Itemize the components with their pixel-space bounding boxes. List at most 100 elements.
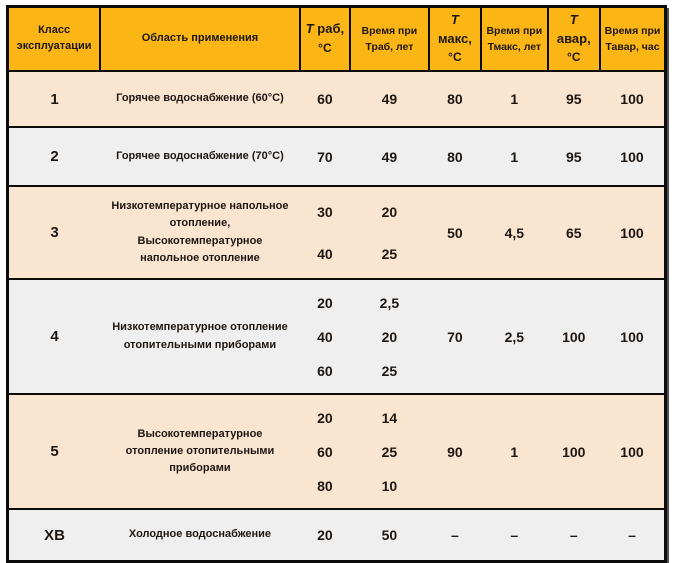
header-application: Область применения: [99, 6, 300, 71]
cell-t-avar: 95: [547, 70, 600, 127]
table-row-class-2: 2 Горячее водоснабжение (70°C) 70 49 80 …: [7, 126, 666, 186]
value: 10: [381, 477, 398, 494]
time-max-line2: Тмакс, лет: [487, 41, 542, 53]
value: 20: [317, 294, 333, 311]
table-row-class-3: 3 Низкотемпературное напольное отопление…: [7, 185, 666, 279]
value: 30: [317, 203, 333, 220]
header-t-rab: T раб, °C: [298, 6, 351, 71]
cell-t-rab: 20 60 80: [299, 393, 351, 509]
value: 60: [317, 362, 333, 379]
cell-time-avar: 100: [599, 126, 666, 186]
cell-time-max: 2,5: [481, 278, 548, 394]
cell-t-max: 50: [428, 185, 482, 279]
table-row-class-xb: ХВ Холодное водоснабжение 20 50 – – – –: [7, 508, 666, 562]
value: 25: [381, 362, 398, 379]
t-max-symbol: T: [450, 11, 459, 27]
time-rab-line2: Траб, лет: [365, 41, 414, 53]
cell-t-max: –: [428, 508, 482, 562]
value: 40: [317, 245, 333, 262]
table-header: Класс эксплуатации Область применения T …: [7, 6, 666, 71]
stacked-values: 30 40: [300, 198, 350, 268]
cell-time-rab: 50: [350, 508, 429, 562]
pipe-operation-class-table: Класс эксплуатации Область применения T …: [6, 5, 667, 563]
cell-application: Холодное водоснабжение: [100, 508, 300, 562]
cell-class: 2: [7, 126, 101, 186]
cell-t-rab: 20 40 60: [299, 278, 351, 394]
cell-time-rab: 2,5 20 25: [350, 278, 429, 394]
cell-t-avar: –: [547, 508, 600, 562]
cell-class: ХВ: [7, 508, 101, 562]
table-body: 1 Горячее водоснабжение (60°C) 60 49 80 …: [7, 70, 666, 562]
cell-time-max: 1: [481, 393, 548, 509]
cell-time-avar: 100: [599, 278, 666, 394]
cell-application: Низкотемпературное напольное отопление, …: [100, 185, 300, 279]
stacked-values: 2,5 20 25: [350, 291, 429, 383]
cell-time-avar: 100: [599, 393, 666, 509]
t-rab-symbol: T: [305, 21, 314, 37]
header-time-max: Время при Тмакс, лет: [480, 6, 548, 71]
cell-time-max: 1: [481, 70, 548, 127]
value: 25: [381, 443, 398, 460]
header-row: Класс эксплуатации Область применения T …: [7, 6, 666, 71]
cell-time-avar: 100: [599, 70, 666, 127]
cell-application: Низкотемпературное отопление отопительны…: [100, 278, 300, 394]
cell-time-rab: 49: [350, 126, 429, 186]
stacked-values: 20 40 60: [300, 291, 350, 383]
cell-t-rab: 60: [299, 70, 351, 127]
cell-time-max: 1: [481, 126, 548, 186]
cell-time-max: 4,5: [481, 185, 548, 279]
cell-time-rab: 49: [350, 70, 429, 127]
value: 14: [381, 409, 398, 426]
t-avar-unit: °C: [567, 50, 581, 65]
cell-t-rab: 20: [299, 508, 351, 562]
stacked-values: 20 60 80: [300, 406, 350, 498]
cell-time-max: –: [481, 508, 548, 562]
t-max-unit: °C: [448, 50, 462, 65]
value: 40: [317, 328, 333, 345]
cell-t-max: 90: [428, 393, 482, 509]
time-avar-line2: Тавар, час: [605, 41, 660, 53]
stacked-values: 20 25: [350, 198, 429, 268]
value: 60: [317, 443, 333, 460]
cell-t-avar: 100: [547, 393, 600, 509]
value: 20: [381, 203, 398, 220]
cell-time-rab: 14 25 10: [350, 393, 429, 509]
header-time-rab: Время при Траб, лет: [349, 6, 429, 71]
cell-class: 3: [7, 185, 101, 279]
cell-application: Горячее водоснабжение (60°C): [100, 70, 300, 127]
t-avar-symbol: T: [569, 11, 578, 27]
time-rab-line1: Время при: [361, 24, 418, 37]
cell-class: 1: [7, 70, 101, 127]
t-rab-rest: раб,: [313, 21, 345, 37]
cell-class: 5: [7, 393, 101, 509]
table-row-class-4: 4 Низкотемпературное отопление отопитель…: [7, 278, 666, 394]
stacked-values: 14 25 10: [350, 406, 429, 498]
cell-t-avar: 95: [547, 126, 600, 186]
t-max-rest: макс,: [437, 30, 472, 46]
header-t-avar: T авар, °C: [546, 6, 600, 71]
cell-t-max: 80: [428, 70, 482, 127]
cell-t-avar: 65: [547, 185, 600, 279]
table-row-class-5: 5 Высокотемпературное отопление отопител…: [7, 393, 666, 509]
cell-application: Горячее водоснабжение (70°C): [100, 126, 300, 186]
time-max-line1: Время при: [486, 24, 543, 37]
cell-t-avar: 100: [547, 278, 600, 394]
value: 20: [381, 328, 398, 345]
value: 20: [317, 409, 333, 426]
cell-t-max: 70: [428, 278, 482, 394]
time-avar-line1: Время при: [604, 24, 661, 37]
t-avar-rest: авар,: [556, 30, 591, 46]
t-rab-unit: °C: [318, 41, 332, 55]
cell-application: Высокотемпературное отопление отопительн…: [100, 393, 300, 509]
cell-time-avar: 100: [599, 185, 666, 279]
table-row-class-1: 1 Горячее водоснабжение (60°C) 60 49 80 …: [7, 70, 666, 127]
header-t-max: T макс, °C: [427, 6, 482, 71]
cell-class: 4: [7, 278, 101, 394]
cell-t-rab: 70: [299, 126, 351, 186]
cell-t-rab: 30 40: [299, 185, 351, 279]
cell-time-rab: 20 25: [350, 185, 429, 279]
value: 80: [317, 477, 333, 494]
cell-t-max: 80: [428, 126, 482, 186]
value: 2,5: [379, 294, 400, 311]
